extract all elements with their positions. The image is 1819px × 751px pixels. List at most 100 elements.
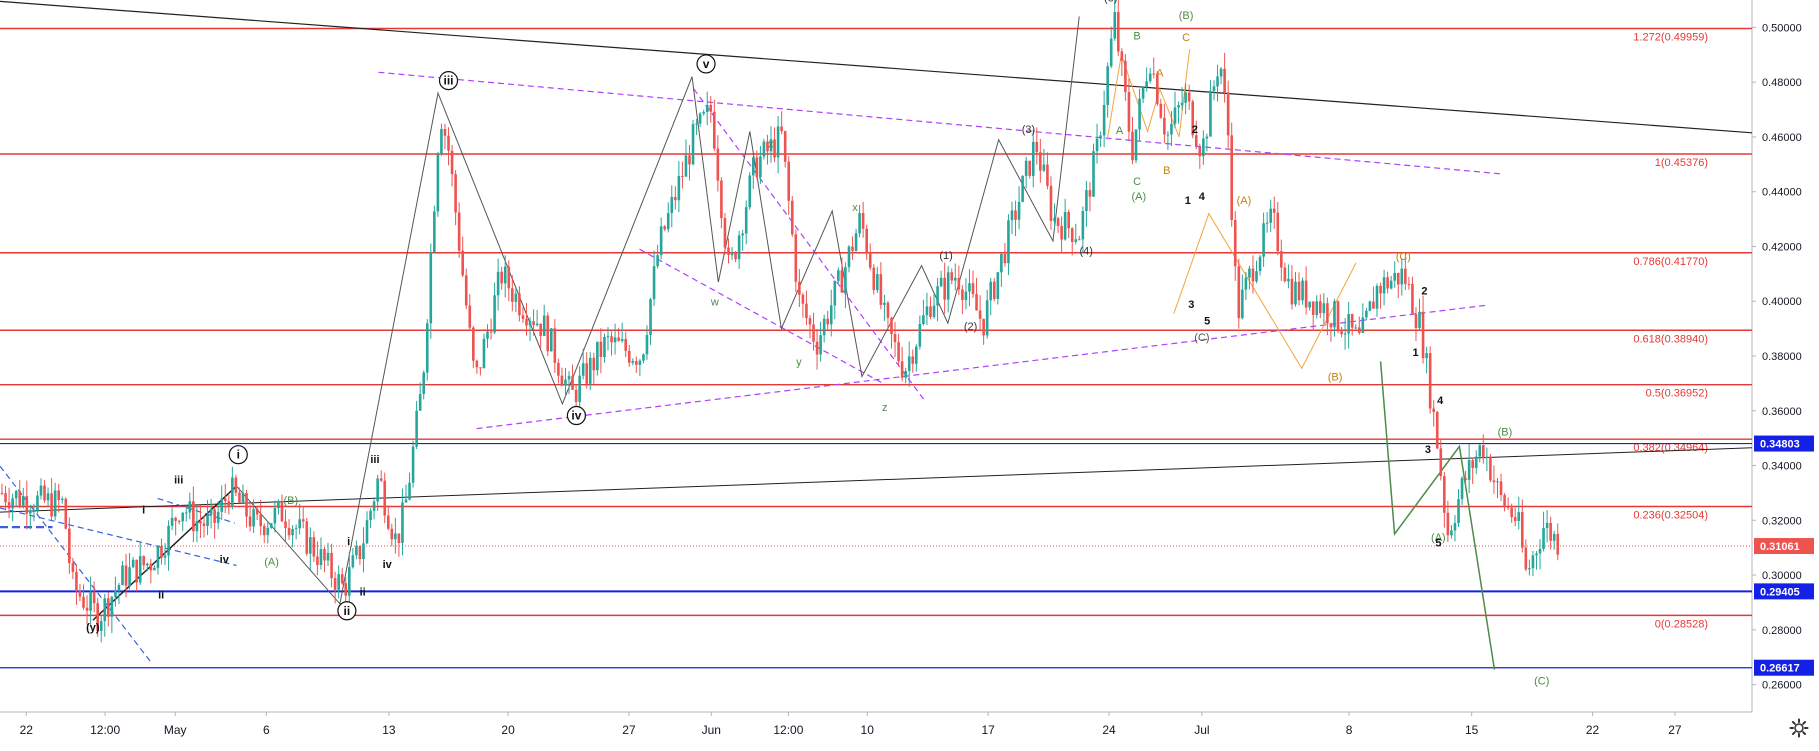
candle-body: [347, 567, 351, 596]
candle-body: [1379, 285, 1382, 294]
candle-body: [64, 498, 68, 529]
wave-label: (C): [1534, 676, 1549, 688]
candle-body: [546, 315, 550, 352]
candle-body: [1067, 211, 1070, 229]
candle-body: [1180, 102, 1184, 106]
candle-body: [411, 446, 415, 483]
candle-body: [1216, 76, 1219, 87]
candle-body: [305, 521, 309, 554]
wave-label: i: [237, 448, 240, 462]
wave-label: (B): [1328, 372, 1343, 384]
wave-label: z: [882, 402, 888, 414]
candle-body: [259, 514, 262, 527]
time-axis[interactable]: 22 12:00 May 6 13 20 27 Jun 12:00 10 17 24 Jul 8 15 22 2…: [20, 712, 1682, 737]
candle-body: [1212, 86, 1216, 91]
candle-body: [390, 528, 394, 540]
gear-icon[interactable]: [1789, 718, 1809, 738]
wave-label: (A): [1237, 195, 1252, 207]
candle-body: [674, 197, 677, 201]
candle-body: [1365, 310, 1368, 318]
candle-body: [1049, 185, 1053, 221]
candle-body: [195, 521, 199, 532]
candle-body: [1513, 517, 1517, 521]
candle-body: [53, 490, 57, 517]
candle-body: [1556, 533, 1560, 555]
x-tick-label: 12:00: [90, 723, 120, 737]
candle-body: [1056, 218, 1060, 227]
wave-label: ii: [360, 587, 366, 599]
candle-body: [358, 546, 362, 560]
candle-body: [748, 175, 752, 208]
candle-body: [911, 356, 915, 364]
candle-body: [1138, 98, 1141, 130]
candle-body: [766, 141, 769, 152]
candle-body: [75, 571, 78, 592]
wave-label: y: [796, 357, 802, 369]
y-tick-label: 0.48000: [1762, 77, 1802, 89]
candle-body: [1478, 445, 1482, 457]
price-axis[interactable]: 0.26000 0.28000 0.30000 0.32000 0.34000 0.360…: [1752, 22, 1814, 692]
candle-body: [1230, 135, 1234, 220]
candle-body: [71, 563, 75, 572]
candle-body: [946, 272, 950, 300]
candle-body: [266, 527, 270, 536]
candle-body: [21, 495, 25, 506]
candle-body: [557, 362, 560, 376]
candle-body: [1443, 476, 1446, 513]
candle-body: [1202, 138, 1205, 157]
candle-body: [1099, 135, 1102, 139]
candle-body: [422, 372, 426, 395]
candle-body: [922, 315, 925, 325]
candle-body: [43, 485, 46, 501]
candle-body: [1021, 175, 1024, 202]
candle-body: [1439, 448, 1443, 477]
candle-body: [1265, 222, 1269, 224]
candle-body: [1148, 73, 1152, 82]
candle-body: [971, 283, 975, 295]
candle-body: [372, 501, 376, 511]
candle-body: [284, 521, 287, 528]
candle-body: [1226, 92, 1230, 136]
candle-body: [713, 111, 716, 149]
candle-body: [982, 318, 985, 336]
grid-layer: [0, 0, 1753, 713]
candle-body: [1102, 104, 1106, 136]
candle-body: [291, 528, 294, 536]
candle-body: [1219, 68, 1223, 77]
candle-body: [511, 288, 514, 302]
candle-body: [1184, 92, 1187, 103]
candle-body: [1414, 314, 1418, 329]
candle-body: [1173, 107, 1177, 124]
candle-body: [369, 510, 372, 521]
candle-body: [684, 155, 688, 177]
candle-body: [681, 176, 684, 178]
candle-body: [1350, 314, 1354, 328]
candle-body: [365, 520, 369, 544]
candle-body: [851, 246, 854, 251]
candle-body: [808, 318, 812, 325]
candle-body: [1471, 460, 1474, 468]
trend-lines: [0, 0, 1753, 670]
candle-body: [103, 598, 107, 622]
candle-body: [1474, 456, 1478, 468]
wave-label: B: [1133, 31, 1140, 43]
candle-body: [145, 563, 149, 566]
candle-body: [755, 157, 759, 177]
trend-line: [693, 88, 926, 402]
candle-body: [1329, 323, 1333, 328]
candle-body: [418, 394, 422, 411]
candle-body: [1485, 456, 1489, 458]
candle-body: [1078, 239, 1081, 241]
candle-body: [1124, 60, 1127, 93]
fib-levels: 1.272(0.49959) 1(0.45376) 0.786(0.41770) 0.…: [0, 27, 1752, 669]
candle-body: [333, 578, 337, 590]
wave-label-circle: [566, 405, 587, 426]
wave-label: (A): [1131, 191, 1146, 203]
candle-body: [539, 323, 542, 337]
candle-body: [14, 491, 18, 499]
candle-body: [1127, 92, 1131, 132]
candle-body: [280, 500, 284, 522]
candle-body: [1255, 271, 1258, 282]
